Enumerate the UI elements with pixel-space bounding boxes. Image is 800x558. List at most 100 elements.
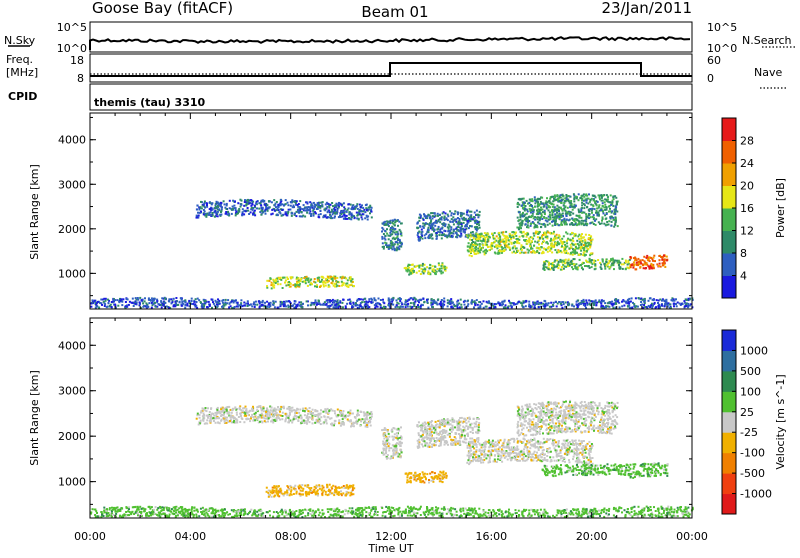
echo-cell: [556, 237, 558, 239]
echo-cell: [204, 423, 206, 425]
echo-cell: [277, 208, 279, 210]
echo-cell: [658, 265, 660, 267]
echo-cell: [575, 246, 577, 248]
echo-cell: [584, 255, 586, 257]
echo-cell: [625, 268, 627, 270]
echo-cell: [265, 418, 267, 420]
echo-cell: [433, 302, 435, 304]
echo-cell: [566, 215, 568, 217]
echo-cell: [261, 410, 263, 412]
echo-cell: [579, 220, 581, 222]
echo-cell: [243, 302, 245, 304]
echo-cell: [503, 307, 505, 309]
echo-cell: [578, 254, 580, 256]
echo-cell: [658, 307, 660, 309]
echo-cell: [619, 268, 621, 270]
echo-cell: [337, 409, 339, 411]
echo-cell: [281, 209, 283, 211]
echo-cell: [446, 267, 448, 269]
echo-cell: [452, 302, 454, 304]
echo-cell: [382, 242, 384, 244]
echo-cell: [229, 207, 231, 209]
echo-cell: [514, 246, 516, 248]
echo-cell: [356, 212, 358, 214]
echo-cell: [343, 414, 345, 416]
echo-cell: [495, 252, 497, 254]
echo-cell: [330, 305, 332, 307]
echo-cell: [232, 206, 234, 208]
echo-cell: [571, 260, 573, 262]
echo-cell: [473, 306, 475, 308]
echo-cell: [554, 223, 556, 225]
echo-cell: [398, 248, 400, 250]
echo-cell: [572, 237, 574, 239]
echo-cell: [313, 202, 315, 204]
echo-cell: [486, 244, 488, 246]
echo-cell: [558, 261, 560, 263]
echo-cell: [427, 307, 429, 309]
echo-cell: [237, 302, 239, 304]
echo-cell: [254, 214, 256, 216]
echo-cell: [239, 421, 241, 423]
echo-cell: [552, 206, 554, 208]
echo-cell: [483, 239, 485, 241]
echo-cell: [439, 221, 441, 223]
echo-cell: [644, 298, 646, 300]
echo-cell: [505, 304, 507, 306]
echo-cell: [427, 270, 429, 272]
echo-cell: [198, 424, 200, 426]
echo-cell: [603, 206, 605, 208]
echo-cell: [151, 297, 153, 299]
echo-cell: [139, 302, 141, 304]
echo-cell: [282, 415, 284, 417]
echo-cell: [290, 205, 292, 207]
echo-cell: [467, 305, 469, 307]
echo-cell: [518, 228, 520, 230]
echo-cell: [299, 200, 301, 202]
freq-panel: Freq. [MHz] 18 8 60 0 Nave: [6, 53, 786, 88]
echo-cell: [225, 299, 227, 301]
nsearch-tick-top: 10^5: [707, 21, 737, 34]
echo-cell: [531, 237, 533, 239]
echo-cell: [397, 235, 399, 237]
echo-cell: [203, 203, 205, 205]
echo-cell: [270, 284, 272, 286]
echo-cell: [128, 304, 130, 306]
echo-cell: [509, 233, 511, 235]
echo-cell: [142, 306, 144, 308]
echo-cell: [603, 300, 605, 302]
echo-cell: [550, 218, 552, 220]
echo-cell: [417, 234, 419, 236]
echo-cell: [337, 281, 339, 283]
echo-cell: [479, 306, 481, 308]
echo-cell: [456, 229, 458, 231]
echo-cell: [463, 222, 465, 224]
echo-cell: [333, 285, 335, 287]
echo-cell: [549, 198, 551, 200]
echo-cell: [379, 303, 381, 305]
echo-cell: [586, 223, 588, 225]
echo-cell: [584, 240, 586, 242]
echo-cell: [628, 305, 630, 307]
echo-cell: [589, 267, 591, 269]
echo-cell: [600, 209, 602, 211]
echo-cell: [383, 302, 385, 304]
echo-cell: [497, 253, 499, 255]
echo-cell: [370, 301, 372, 303]
echo-cell: [334, 412, 336, 414]
colorbar-tick-label: 20: [740, 180, 754, 193]
echo-cell: [542, 268, 544, 270]
echo-cell: [593, 259, 595, 261]
echo-cell: [287, 305, 289, 307]
echo-cell: [472, 301, 474, 303]
echo-cell: [392, 219, 394, 221]
echo-cell: [453, 223, 455, 225]
echo-cell: [589, 222, 591, 224]
echo-cell: [607, 201, 609, 203]
echo-cell: [459, 219, 461, 221]
freq-unit: [MHz]: [6, 66, 38, 79]
echo-cell: [519, 216, 521, 218]
echo-cell: [359, 425, 361, 427]
echo-cell: [173, 304, 175, 306]
